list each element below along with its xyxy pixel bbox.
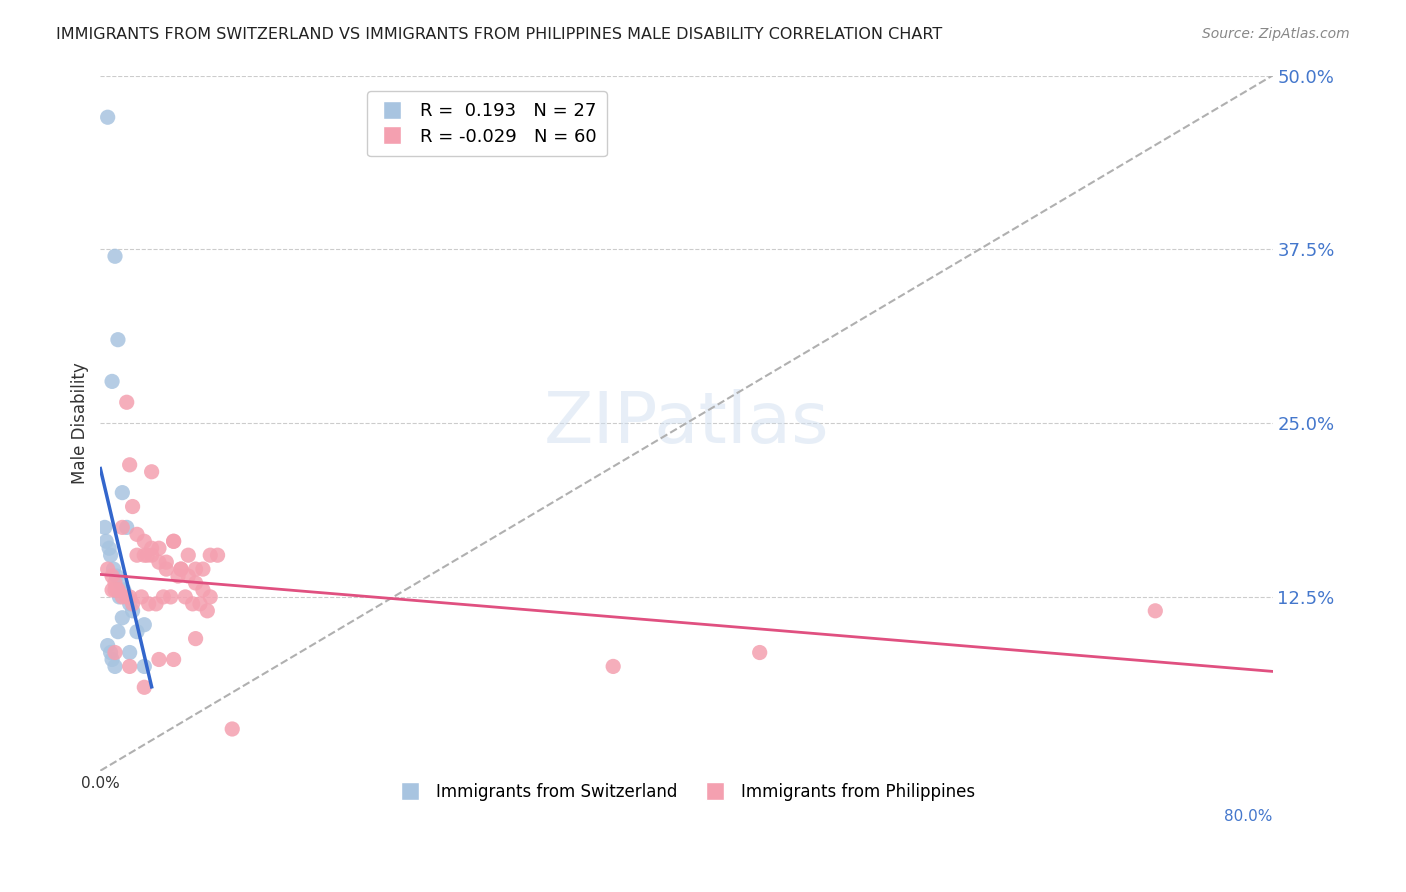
Point <box>118 590 141 604</box>
Point <box>118 458 141 472</box>
Point <box>152 590 174 604</box>
Point <box>97 110 120 124</box>
Point <box>101 375 124 389</box>
Point <box>134 534 156 549</box>
Point <box>111 485 134 500</box>
Point <box>111 520 134 534</box>
Point <box>170 562 193 576</box>
Point <box>101 582 124 597</box>
Point <box>181 597 204 611</box>
Text: IMMIGRANTS FROM SWITZERLAND VS IMMIGRANTS FROM PHILIPPINES MALE DISABILITY CORRE: IMMIGRANTS FROM SWITZERLAND VS IMMIGRANT… <box>56 27 942 42</box>
Point <box>104 646 127 660</box>
Point <box>159 590 181 604</box>
Text: 80.0%: 80.0% <box>1225 809 1272 824</box>
Point <box>134 617 156 632</box>
Point <box>184 562 207 576</box>
Point <box>121 597 143 611</box>
Point <box>195 604 218 618</box>
Point <box>101 652 124 666</box>
Point <box>121 500 143 514</box>
Point <box>108 590 131 604</box>
Point <box>111 611 134 625</box>
Point <box>97 562 120 576</box>
Point <box>145 597 167 611</box>
Y-axis label: Male Disability: Male Disability <box>72 362 89 484</box>
Point <box>188 597 211 611</box>
Point <box>162 652 184 666</box>
Point <box>118 659 141 673</box>
Point <box>748 646 770 660</box>
Point <box>207 548 229 562</box>
Point <box>107 582 129 597</box>
Text: ZIPatlas: ZIPatlas <box>544 389 830 458</box>
Point <box>118 646 141 660</box>
Point <box>96 534 118 549</box>
Point <box>177 548 200 562</box>
Point <box>97 639 120 653</box>
Point <box>112 582 135 597</box>
Point <box>104 659 127 673</box>
Point <box>1144 604 1167 618</box>
Point <box>134 680 156 694</box>
Point <box>115 395 138 409</box>
Point <box>131 590 153 604</box>
Point <box>100 646 122 660</box>
Point <box>170 562 193 576</box>
Point <box>184 632 207 646</box>
Point <box>191 582 214 597</box>
Legend: Immigrants from Switzerland, Immigrants from Philippines: Immigrants from Switzerland, Immigrants … <box>388 773 986 811</box>
Point <box>105 569 128 583</box>
Point <box>602 659 624 673</box>
Point <box>125 527 148 541</box>
Point <box>200 590 222 604</box>
Point <box>200 548 222 562</box>
Point <box>104 249 127 263</box>
Point <box>100 548 122 562</box>
Point <box>177 569 200 583</box>
Point <box>110 576 132 591</box>
Point <box>118 597 141 611</box>
Point <box>167 569 190 583</box>
Point <box>125 548 148 562</box>
Point <box>148 652 170 666</box>
Point <box>162 534 184 549</box>
Point <box>125 624 148 639</box>
Point <box>162 534 184 549</box>
Point <box>141 541 163 556</box>
Point <box>148 541 170 556</box>
Point <box>138 597 160 611</box>
Point <box>115 590 138 604</box>
Text: Source: ZipAtlas.com: Source: ZipAtlas.com <box>1202 27 1350 41</box>
Point <box>107 333 129 347</box>
Point <box>107 582 129 597</box>
Point <box>141 548 163 562</box>
Point <box>136 548 159 562</box>
Point <box>134 548 156 562</box>
Point <box>184 576 207 591</box>
Point <box>104 576 127 591</box>
Point <box>93 520 115 534</box>
Point <box>191 562 214 576</box>
Point <box>101 569 124 583</box>
Point <box>98 541 121 556</box>
Point <box>121 604 143 618</box>
Point <box>174 590 197 604</box>
Point <box>148 555 170 569</box>
Point <box>155 555 177 569</box>
Point <box>103 562 125 576</box>
Point <box>141 465 163 479</box>
Point <box>221 722 243 736</box>
Point <box>111 590 134 604</box>
Point <box>107 624 129 639</box>
Point <box>134 659 156 673</box>
Point <box>155 562 177 576</box>
Point <box>104 582 127 597</box>
Point <box>115 520 138 534</box>
